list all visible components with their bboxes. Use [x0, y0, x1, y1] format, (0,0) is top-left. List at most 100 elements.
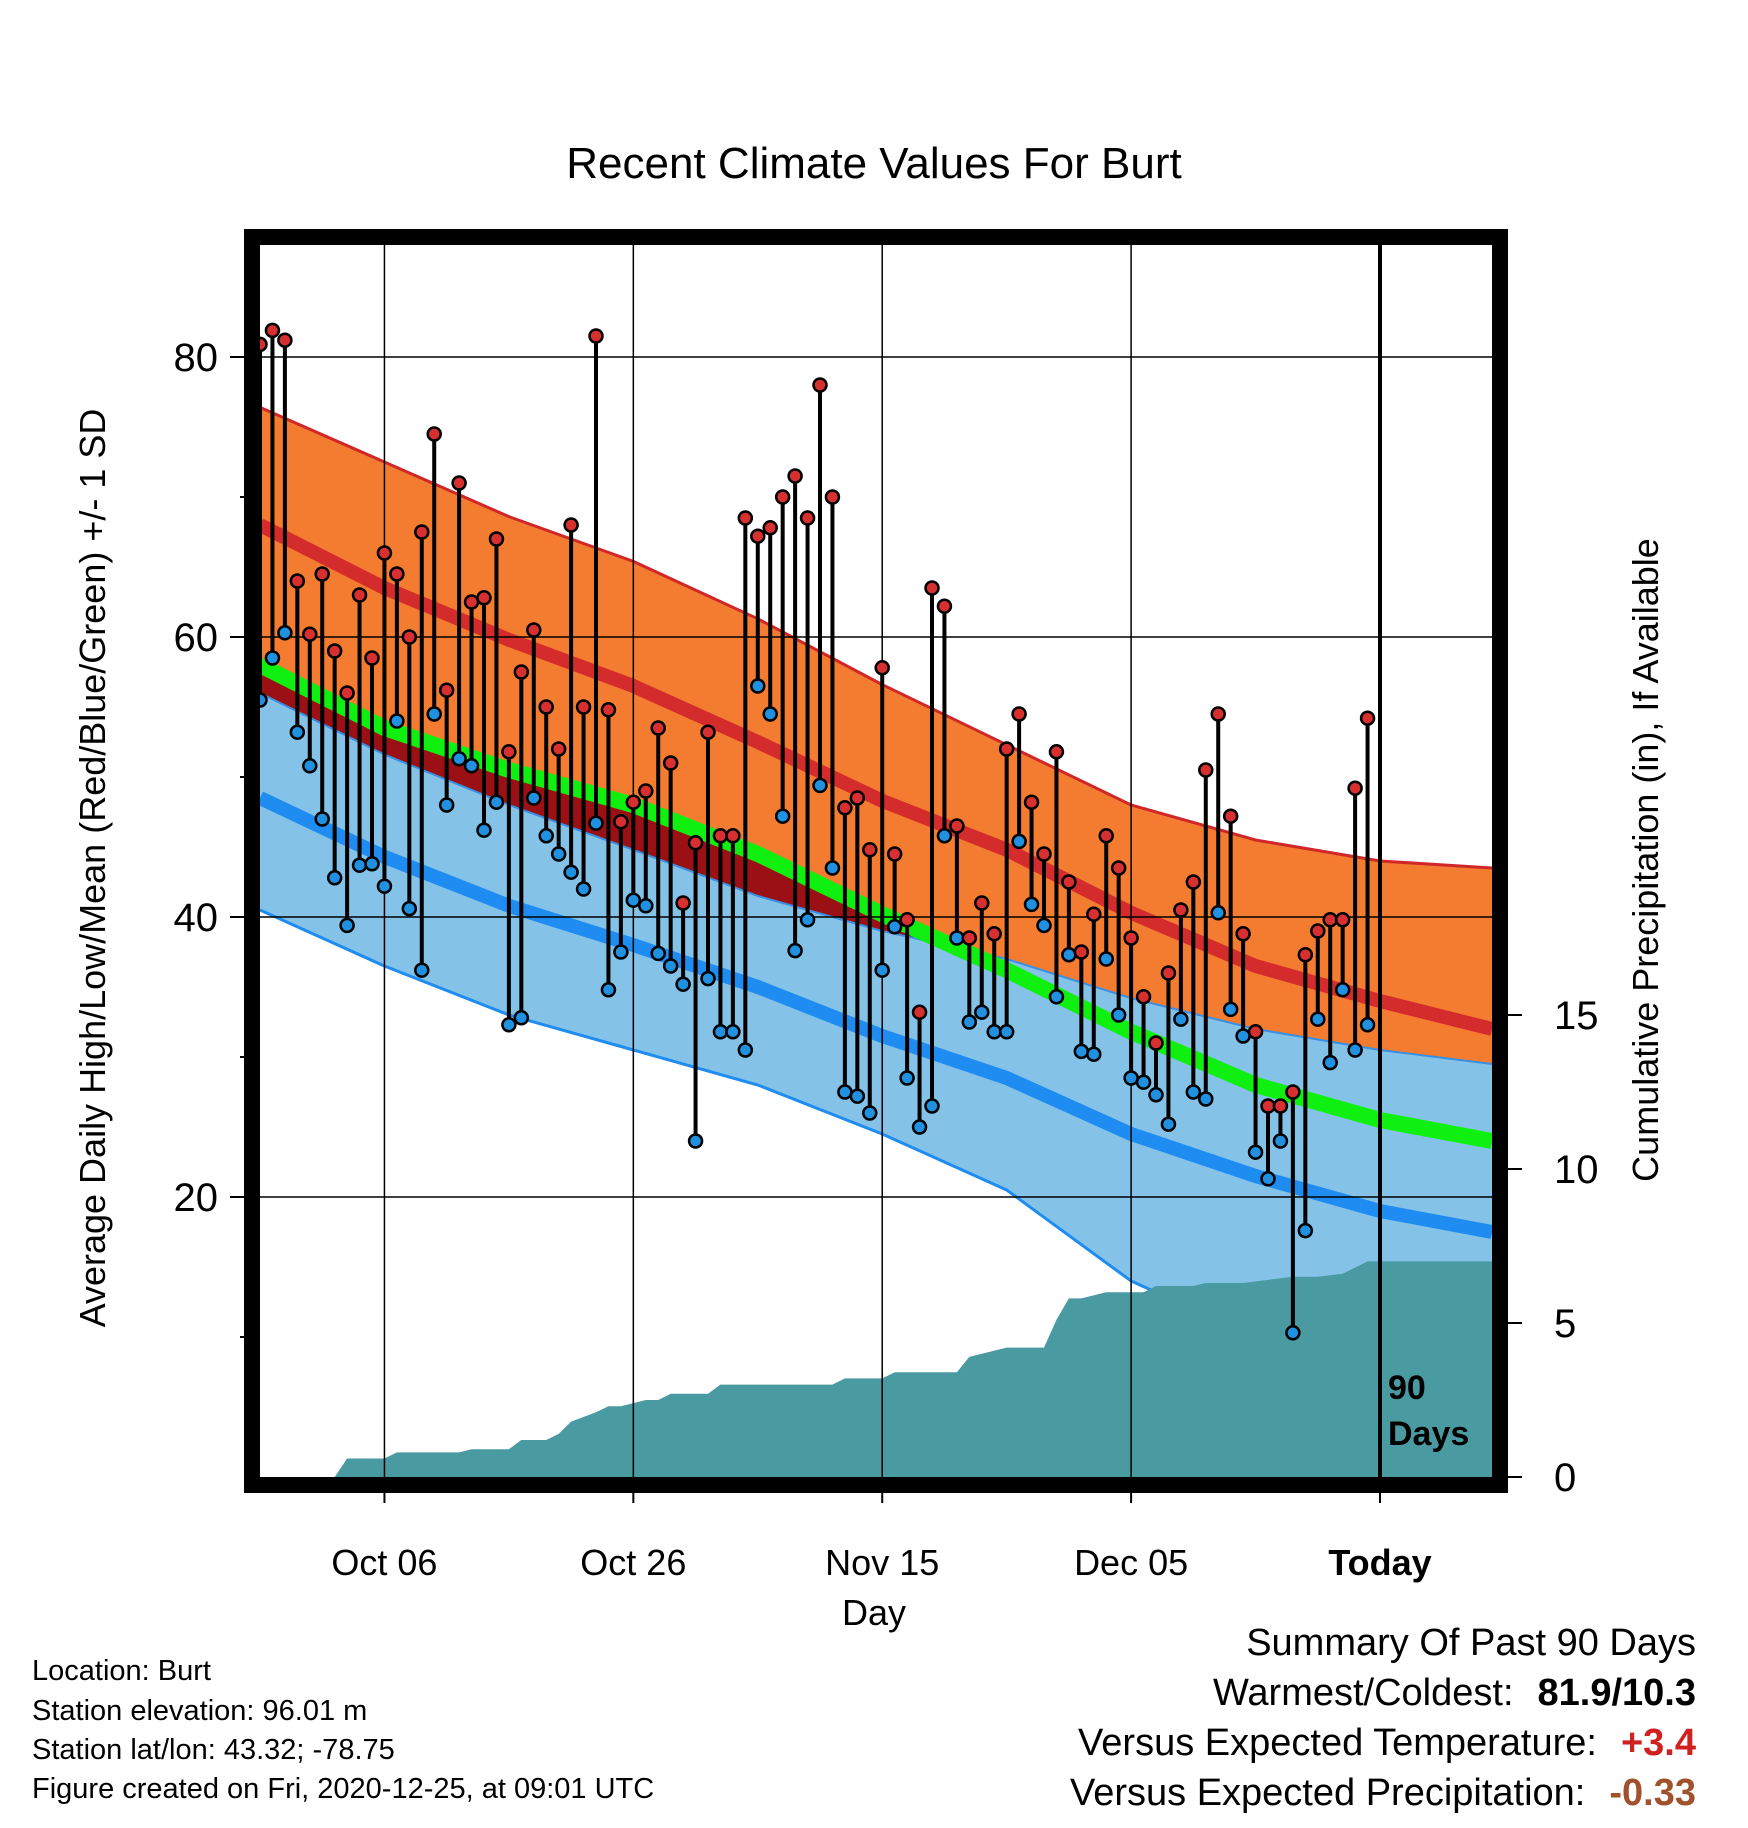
daily-high-point: [787, 468, 803, 484]
daily-high-point: [762, 520, 778, 536]
daily-low-point: [911, 1119, 928, 1135]
daily-low-point: [1185, 1084, 1202, 1100]
daily-low-point: [538, 828, 554, 844]
x-tick-label: Nov 15: [825, 1542, 939, 1583]
daily-high-point: [1086, 906, 1102, 922]
daily-high-point: [563, 517, 579, 533]
y-tick-label-left: 60: [174, 616, 219, 660]
daily-low-point: [1322, 1054, 1338, 1071]
daily-low-point: [488, 794, 505, 810]
x-tick-label: Oct 06: [331, 1542, 437, 1583]
daily-low-point: [1235, 1028, 1251, 1044]
summary-precip-value: -0.33: [1609, 1772, 1696, 1814]
daily-low-point: [438, 797, 455, 813]
daily-low-point: [1310, 1011, 1326, 1027]
daily-high-point: [414, 524, 430, 540]
daily-low-point: [787, 942, 803, 959]
daily-high-point: [1222, 808, 1239, 824]
daily-high-point: [550, 741, 567, 757]
daily-high-point: [774, 489, 791, 505]
daily-high-point: [998, 741, 1015, 757]
daily-low-point: [837, 1084, 853, 1100]
daily-high-point: [463, 594, 480, 610]
y-tick-label-left: 80: [174, 336, 219, 380]
daily-high-point: [526, 622, 542, 638]
daily-low-point: [998, 1024, 1015, 1040]
daily-high-point: [1235, 926, 1251, 942]
daily-low-point: [1222, 1001, 1239, 1018]
daily-high-point: [376, 545, 393, 561]
daily-low-point: [725, 1024, 741, 1040]
daily-low-point: [924, 1098, 940, 1114]
daily-low-point: [326, 870, 343, 886]
today-marker-line1: 90: [1388, 1369, 1426, 1407]
daily-high-point: [638, 783, 654, 799]
daily-high-point: [476, 590, 492, 606]
daily-low-point: [1048, 989, 1065, 1005]
daily-high-point: [1098, 828, 1114, 844]
daily-low-point: [526, 790, 542, 806]
daily-low-point: [401, 900, 418, 917]
daily-high-point: [849, 790, 866, 806]
x-tick-label: Oct 26: [580, 1542, 686, 1583]
summary-warmest-coldest-value: 81.9/10.3: [1537, 1672, 1696, 1714]
daily-high-point: [1185, 874, 1202, 890]
daily-high-point: [289, 573, 306, 589]
daily-high-point: [1110, 860, 1127, 876]
daily-high-point: [488, 531, 505, 547]
y-tick-label-right: 0: [1554, 1456, 1576, 1500]
daily-high-point: [339, 685, 355, 701]
daily-low-point: [812, 777, 828, 794]
daily-low-point: [451, 751, 467, 767]
footer-created: Figure created on Fri, 2020-12-25, at 09…: [32, 1773, 655, 1805]
daily-low-point: [1210, 905, 1226, 921]
x-tick-label: Today: [1328, 1542, 1431, 1583]
daily-low-point: [1110, 1007, 1127, 1023]
daily-high-point: [438, 682, 455, 698]
daily-low-point: [463, 758, 480, 774]
daily-low-point: [260, 692, 268, 708]
daily-high-point: [824, 489, 841, 505]
chart-title: Recent Climate Values For Burt: [566, 139, 1181, 188]
daily-low-point: [1073, 1043, 1090, 1060]
daily-high-point: [1173, 902, 1189, 918]
summary-precip: Versus Expected Precipitation: -0.33: [1069, 1772, 1696, 1814]
x-tick-label: Dec 05: [1074, 1542, 1188, 1583]
daily-high-point: [1061, 874, 1077, 890]
summary-temp-value: +3.4: [1620, 1722, 1696, 1764]
y-tick-label-right: 5: [1554, 1302, 1576, 1346]
daily-high-point: [426, 426, 442, 442]
x-axis-label: Day: [842, 1592, 906, 1633]
normal-high-sd-band: [260, 407, 1492, 1141]
daily-high-point: [862, 842, 878, 858]
daily-high-point: [1322, 912, 1338, 928]
daily-low-point: [1347, 1042, 1363, 1058]
daily-high-point: [588, 328, 604, 344]
daily-high-point: [600, 702, 617, 718]
daily-low-point: [1297, 1222, 1314, 1239]
daily-low-point: [289, 724, 306, 740]
y-axis-label-right: Cumulative Precipitation (in), If Availa…: [1625, 538, 1666, 1182]
daily-high-point: [700, 724, 716, 740]
daily-low-point: [1260, 1171, 1276, 1187]
daily-low-point: [849, 1088, 866, 1104]
daily-low-point: [799, 912, 816, 928]
daily-high-point: [650, 720, 666, 736]
daily-low-point: [563, 864, 579, 880]
daily-low-point: [302, 758, 318, 774]
daily-low-point: [1123, 1070, 1139, 1086]
daily-high-point: [1260, 1098, 1276, 1114]
daily-low-point: [886, 919, 903, 935]
daily-low-point: [476, 822, 492, 838]
daily-low-point: [824, 860, 841, 876]
daily-low-point: [961, 1014, 978, 1030]
plot-frame: [244, 229, 1508, 1493]
daily-high-point: [1297, 947, 1314, 963]
daily-low-point: [874, 962, 890, 978]
daily-low-point: [974, 1004, 990, 1020]
daily-high-point: [725, 828, 741, 844]
daily-high-point: [538, 699, 554, 715]
daily-low-point: [277, 625, 293, 641]
daily-high-point: [662, 755, 679, 771]
daily-high-point: [1247, 1024, 1264, 1040]
